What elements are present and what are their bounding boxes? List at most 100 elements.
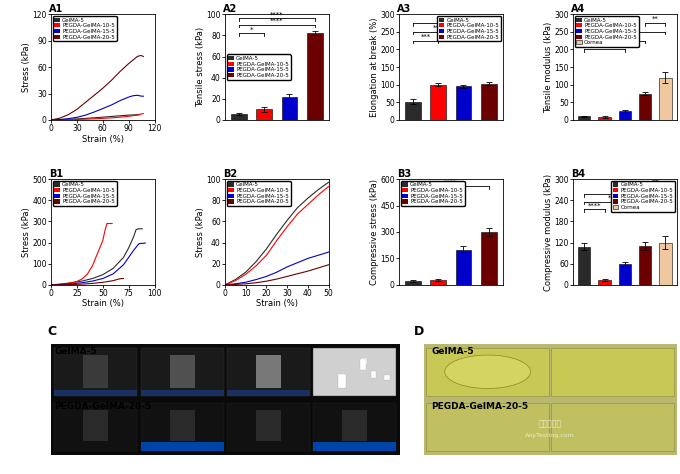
Bar: [619, 264, 631, 285]
Text: GelMA-5: GelMA-5: [54, 347, 97, 356]
Text: A2: A2: [223, 4, 237, 14]
Bar: [430, 280, 446, 285]
FancyBboxPatch shape: [84, 355, 108, 389]
Y-axis label: Elongation at break (%): Elongation at break (%): [370, 18, 379, 117]
X-axis label: Strain (%): Strain (%): [82, 300, 124, 309]
Text: ***: ***: [446, 16, 456, 22]
FancyBboxPatch shape: [170, 410, 194, 441]
FancyBboxPatch shape: [227, 390, 310, 396]
Text: A4: A4: [571, 4, 585, 14]
Bar: [456, 250, 471, 285]
Bar: [405, 101, 421, 120]
Bar: [456, 86, 471, 120]
Bar: [598, 280, 611, 285]
FancyBboxPatch shape: [551, 403, 674, 451]
X-axis label: Strain (%): Strain (%): [256, 300, 298, 309]
Bar: [639, 246, 651, 285]
Text: ***: ***: [420, 34, 430, 40]
Bar: [659, 243, 672, 285]
FancyBboxPatch shape: [352, 380, 357, 390]
Text: B3: B3: [397, 169, 411, 179]
Legend: GelMA-5, PEGDA-GelMA-10-5, PEGDA-GelMA-15-5, PEGDA-GelMA-20-5, Cornea: GelMA-5, PEGDA-GelMA-10-5, PEGDA-GelMA-1…: [575, 16, 639, 47]
Bar: [578, 247, 590, 285]
FancyBboxPatch shape: [227, 403, 310, 451]
Bar: [639, 93, 651, 120]
FancyBboxPatch shape: [343, 410, 367, 441]
Legend: GelMA-5, PEGDA-GelMA-10-5, PEGDA-GelMA-15-5, PEGDA-GelMA-20-5, Cornea: GelMA-5, PEGDA-GelMA-10-5, PEGDA-GelMA-1…: [611, 181, 675, 212]
Y-axis label: Stress (kPa): Stress (kPa): [22, 42, 31, 92]
Y-axis label: Compressive modulus (kPa): Compressive modulus (kPa): [544, 173, 553, 291]
Bar: [659, 78, 672, 120]
Text: PEGDA-GelMA-20-5: PEGDA-GelMA-20-5: [431, 402, 528, 411]
Text: ***: ***: [433, 25, 443, 31]
Text: ****: ****: [444, 179, 458, 185]
FancyBboxPatch shape: [551, 348, 674, 396]
Bar: [578, 117, 590, 120]
Text: *: *: [250, 27, 253, 32]
FancyBboxPatch shape: [170, 355, 194, 389]
Text: B1: B1: [49, 169, 63, 179]
Bar: [481, 84, 496, 120]
X-axis label: Strain (%): Strain (%): [82, 135, 124, 144]
Legend: GelMA-5, PEGDA-GelMA-10-5, PEGDA-GelMA-15-5, PEGDA-GelMA-20-5: GelMA-5, PEGDA-GelMA-10-5, PEGDA-GelMA-1…: [226, 181, 290, 206]
Y-axis label: Stress (kPa): Stress (kPa): [196, 207, 205, 257]
Bar: [598, 117, 611, 120]
Bar: [231, 114, 247, 120]
FancyBboxPatch shape: [367, 350, 372, 361]
FancyBboxPatch shape: [227, 348, 310, 396]
Text: ****: ****: [270, 11, 284, 18]
Text: B2: B2: [223, 169, 237, 179]
Text: **: **: [422, 197, 429, 203]
Ellipse shape: [445, 355, 530, 389]
Text: C: C: [48, 326, 56, 338]
FancyBboxPatch shape: [370, 359, 375, 366]
Legend: GelMA-5, PEGDA-GelMA-10-5, PEGDA-GelMA-15-5, PEGDA-GelMA-20-5: GelMA-5, PEGDA-GelMA-10-5, PEGDA-GelMA-1…: [52, 181, 116, 206]
Text: 嘉峪检测网: 嘉峪检测网: [539, 419, 562, 428]
FancyBboxPatch shape: [54, 348, 137, 396]
Legend: GelMA-5, PEGDA-GelMA-10-5, PEGDA-GelMA-15-5, PEGDA-GelMA-20-5: GelMA-5, PEGDA-GelMA-10-5, PEGDA-GelMA-1…: [437, 16, 501, 41]
Bar: [405, 281, 421, 285]
FancyBboxPatch shape: [141, 390, 224, 396]
Text: ***: ***: [609, 34, 619, 40]
Y-axis label: Tensile stress (kPa): Tensile stress (kPa): [196, 27, 205, 107]
Legend: GelMA-5, PEGDA-GelMA-10-5, PEGDA-GelMA-15-5, PEGDA-GelMA-20-5: GelMA-5, PEGDA-GelMA-10-5, PEGDA-GelMA-1…: [226, 55, 290, 80]
Bar: [307, 33, 322, 120]
Text: PEGDA-GelMA-20-5: PEGDA-GelMA-20-5: [54, 402, 152, 411]
FancyBboxPatch shape: [256, 410, 281, 441]
Text: ****: ****: [608, 195, 622, 201]
FancyBboxPatch shape: [313, 403, 396, 451]
FancyBboxPatch shape: [338, 362, 344, 371]
Bar: [256, 109, 272, 120]
FancyBboxPatch shape: [313, 348, 396, 396]
Y-axis label: Stress (kPa): Stress (kPa): [22, 207, 31, 257]
FancyBboxPatch shape: [426, 403, 549, 451]
Text: B4: B4: [571, 169, 585, 179]
Text: A3: A3: [397, 4, 411, 14]
Text: GelMA-5: GelMA-5: [431, 347, 474, 356]
Text: AnyTesting.com: AnyTesting.com: [526, 433, 575, 438]
FancyBboxPatch shape: [54, 390, 137, 396]
Bar: [282, 97, 297, 120]
Bar: [481, 232, 496, 285]
Text: D: D: [413, 326, 424, 338]
FancyBboxPatch shape: [373, 371, 381, 376]
FancyBboxPatch shape: [54, 403, 137, 451]
Text: ***: ***: [619, 25, 630, 31]
Text: ***: ***: [433, 188, 443, 194]
FancyBboxPatch shape: [141, 442, 224, 451]
Text: ns: ns: [651, 179, 660, 185]
Legend: GelMA-5, PEGDA-GelMA-10-5, PEGDA-GelMA-15-5, PEGDA-GelMA-20-5: GelMA-5, PEGDA-GelMA-10-5, PEGDA-GelMA-1…: [401, 181, 464, 206]
FancyBboxPatch shape: [313, 442, 396, 451]
Text: ns: ns: [621, 187, 629, 193]
FancyBboxPatch shape: [141, 348, 224, 396]
Text: **: **: [601, 43, 608, 49]
FancyBboxPatch shape: [256, 355, 281, 389]
FancyBboxPatch shape: [141, 403, 224, 451]
Text: ****: ****: [588, 202, 601, 209]
Y-axis label: Tensile modulus (kPa): Tensile modulus (kPa): [544, 21, 553, 113]
Text: A1: A1: [49, 4, 63, 14]
FancyBboxPatch shape: [319, 365, 329, 372]
Text: **: **: [652, 16, 659, 22]
Text: ****: ****: [270, 18, 284, 24]
FancyBboxPatch shape: [84, 410, 108, 441]
